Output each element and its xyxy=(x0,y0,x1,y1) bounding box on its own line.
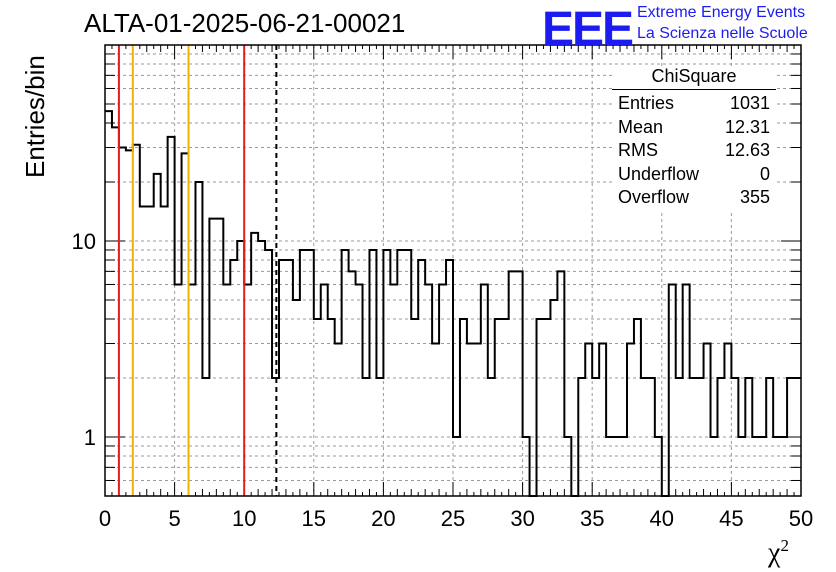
stats-row-underflow: Underflow 0 xyxy=(612,163,776,187)
eee-logo: EEE xyxy=(542,3,634,56)
x-tick-label: 25 xyxy=(441,506,465,531)
x-axis-label-text: χ xyxy=(768,537,781,569)
y-axis-label: Entries/bin xyxy=(20,55,50,178)
stats-row-mean: Mean 12.31 xyxy=(612,116,776,140)
x-tick-label: 35 xyxy=(580,506,604,531)
stats-label: RMS xyxy=(618,140,658,160)
brand-line-1: Extreme Energy Events xyxy=(637,4,806,21)
x-tick-label: 5 xyxy=(168,506,180,531)
x-axis-label-sup: 2 xyxy=(780,536,789,555)
stats-label: Underflow xyxy=(618,163,700,184)
histogram-line xyxy=(105,110,801,497)
brand-line-2: La Scienza nelle Scuole xyxy=(637,25,808,42)
x-axis-label: χ2 xyxy=(768,536,789,569)
x-tick-label: 45 xyxy=(719,506,743,531)
stats-row-rms: RMS 12.63 xyxy=(612,139,776,163)
x-tick-label: 15 xyxy=(302,506,326,531)
stats-value: 355 xyxy=(739,187,770,207)
x-tick-label: 30 xyxy=(510,506,534,531)
plot-frame xyxy=(104,44,802,497)
stats-box: ChiSquare Entries 1031 Mean 12.31 RMS 12.63… xyxy=(612,66,776,210)
chart-title: ALTA-01-2025-06-21-00021 xyxy=(84,8,406,38)
stats-label: Mean xyxy=(618,116,664,137)
stats-value: 1031 xyxy=(729,93,770,113)
x-tick-label: 20 xyxy=(371,506,395,531)
y-tick-label: 10 xyxy=(72,229,96,254)
x-tick-label: 40 xyxy=(650,506,674,531)
stats-header: ChiSquare xyxy=(612,66,776,90)
x-tick-label: 50 xyxy=(789,506,813,531)
x-tick-label: 0 xyxy=(99,506,111,531)
x-tick-label: 10 xyxy=(232,506,256,531)
stats-label: Overflow xyxy=(618,187,690,207)
stats-row-entries: Entries 1031 xyxy=(612,92,776,116)
stats-value: 0 xyxy=(759,163,770,184)
stats-label: Entries xyxy=(618,93,675,113)
stats-value: 12.31 xyxy=(724,116,770,137)
stats-value: 12.63 xyxy=(724,140,770,160)
stats-row-overflow: Overflow 355 xyxy=(612,186,776,210)
y-tick-label: 1 xyxy=(84,425,96,450)
